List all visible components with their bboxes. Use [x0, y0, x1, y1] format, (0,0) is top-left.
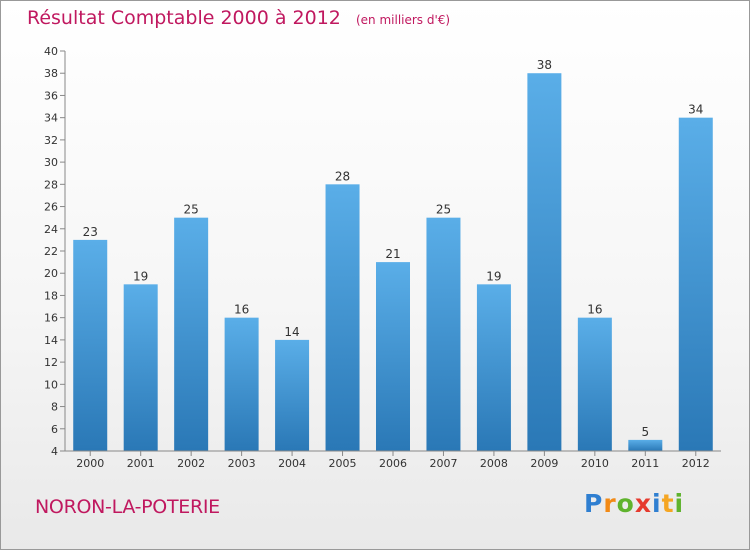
y-tick-label: 24	[44, 223, 58, 236]
logo-letter: o	[616, 489, 635, 518]
y-tick-label: 30	[44, 156, 58, 169]
y-tick-label: 28	[44, 178, 58, 191]
chart-title: Résultat Comptable 2000 à 2012	[27, 7, 341, 29]
x-tick-label: 2008	[480, 457, 508, 470]
bar	[275, 339, 310, 451]
y-tick-label: 26	[44, 201, 58, 214]
bars: 23 19 25 16 14 28 21 25 19 38 16 5 34	[73, 58, 713, 452]
bar-value-label: 34	[688, 103, 703, 117]
x-tick-label: 2004	[278, 457, 306, 470]
y-tick-label: 38	[44, 67, 58, 80]
logo-letter: r	[603, 489, 617, 518]
x-tick-label: 2005	[329, 457, 357, 470]
bar-value-label: 19	[486, 269, 501, 283]
bar-value-label: 21	[385, 247, 400, 261]
bar	[426, 217, 461, 451]
bar-value-label: 25	[184, 203, 199, 217]
y-tick-label: 20	[44, 267, 58, 280]
bar	[224, 317, 259, 451]
y-tick-label: 10	[44, 378, 58, 391]
bar-value-label: 25	[436, 203, 451, 217]
commune-name: NORON-LA-POTERIE	[35, 496, 220, 518]
bar	[577, 317, 612, 451]
chart-subtitle: (en milliers d'€)	[355, 13, 451, 27]
bar	[123, 284, 158, 451]
logo-letter: i	[674, 489, 685, 518]
bar	[73, 239, 108, 451]
y-tick-label: 34	[44, 112, 58, 125]
logo-letter: P	[584, 489, 604, 518]
y-tick-label: 12	[44, 356, 58, 369]
logo-letter: x	[634, 489, 652, 518]
bar-value-label: 28	[335, 169, 350, 183]
bar-value-label: 14	[284, 325, 299, 339]
bar-value-label: 38	[537, 58, 552, 72]
bar	[476, 284, 511, 451]
bar	[376, 262, 410, 451]
x-tick-label: 2012	[682, 457, 710, 470]
bar-value-label: 23	[83, 225, 98, 239]
y-tick-label: 6	[51, 423, 58, 436]
bar	[678, 117, 713, 452]
bar	[174, 217, 209, 451]
y-tick-label: 14	[44, 334, 58, 347]
x-tick-label: 2011	[631, 457, 659, 470]
bar-value-label: 16	[587, 303, 602, 317]
bar-value-label: 5	[641, 425, 649, 439]
x-tick-label: 2000	[76, 457, 104, 470]
x-tick-label: 2002	[177, 457, 205, 470]
x-tick-label: 2009	[530, 457, 558, 470]
logo-letter: i	[652, 489, 662, 518]
y-tick-label: 4	[51, 445, 58, 458]
bar	[527, 73, 562, 451]
bar-value-label: 16	[234, 303, 249, 317]
y-tick-label: 22	[44, 245, 58, 258]
x-tick-label: 2003	[228, 457, 256, 470]
y-tick-label: 32	[44, 134, 58, 147]
y-axis: 4 6 8 10 12 14 16 18 20 22 24 26 28 30 32 34 36 38 40	[44, 45, 66, 458]
y-tick-label: 40	[44, 45, 58, 58]
x-tick-label: 2006	[379, 457, 407, 470]
y-tick-label: 36	[44, 89, 58, 102]
logo-letter: t	[661, 489, 675, 518]
x-tick-label: 2010	[581, 457, 609, 470]
y-tick-label: 8	[51, 401, 58, 414]
proxiti-logo[interactable]: Proxiti	[584, 489, 684, 518]
y-tick-label: 16	[44, 312, 58, 325]
x-axis: 2000 2001 2002 2003 2004 2005 2006 2007 2008 2009…	[65, 450, 721, 470]
y-tick-label: 18	[44, 289, 58, 302]
bar	[325, 184, 360, 452]
x-tick-label: 2007	[429, 457, 457, 470]
bar-value-label: 19	[133, 269, 148, 283]
title-row: Résultat Comptable 2000 à 2012 (en milli…	[27, 7, 450, 29]
bar	[628, 439, 663, 451]
x-tick-label: 2001	[127, 457, 155, 470]
